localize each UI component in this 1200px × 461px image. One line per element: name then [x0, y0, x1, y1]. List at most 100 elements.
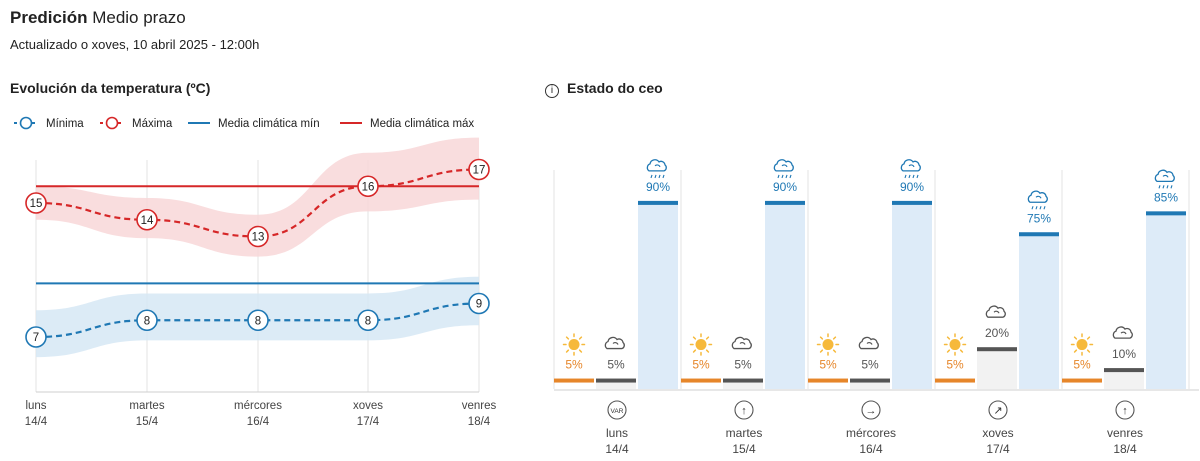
sky-bar: 5%: [935, 333, 975, 383]
point-marker: [357, 309, 379, 332]
rain-drop: [658, 174, 661, 179]
bar-fill: [850, 378, 890, 389]
rain-drop: [650, 174, 653, 179]
rain-drop: [1166, 185, 1169, 189]
cloud-detail: [1035, 195, 1042, 199]
max-point: 13: [247, 225, 269, 248]
bar-value-label: 5%: [1073, 358, 1091, 372]
sky-bar: 5%: [1062, 333, 1102, 383]
x-tick-day: mércores: [234, 400, 282, 412]
sun-ray: [692, 349, 697, 353]
cloud-detail: [654, 164, 661, 168]
cloud-detail: [1120, 331, 1127, 335]
title-main: Predición: [10, 8, 88, 27]
sun-ray: [1086, 336, 1091, 340]
rain-cloud-icon: [773, 159, 794, 179]
sky-bar: 5%: [723, 336, 763, 389]
bar-top: [808, 378, 848, 383]
rain-cloud-icon: [1154, 169, 1175, 189]
cloud-icon: [1112, 326, 1133, 339]
wind-circle: [861, 400, 881, 420]
bar-fill: [596, 378, 636, 389]
data-label: 8: [255, 315, 261, 327]
wind-circle: [607, 400, 627, 420]
bar-top: [596, 378, 636, 383]
rain-drop: [662, 174, 665, 179]
point-marker: [247, 309, 269, 332]
cloud-detail: [993, 310, 1000, 314]
x-tick-day: martes: [129, 400, 164, 412]
bar-top: [850, 378, 890, 383]
bar-value-label: 90%: [646, 180, 670, 194]
rain-drop: [785, 174, 788, 179]
wind-label: ↗: [993, 405, 1002, 417]
point-marker: [136, 208, 158, 231]
legend-item: Media climática máx: [340, 118, 474, 130]
wind-direction-icon: ↗: [988, 400, 1008, 420]
data-label: 8: [365, 315, 371, 327]
sun-icon: [689, 333, 713, 356]
rain-cloud-icon: [900, 159, 921, 179]
data-label: 17: [473, 165, 486, 177]
sky-bar: 5%: [850, 336, 890, 389]
wind-label: VAR: [611, 408, 624, 415]
wind-label: →: [866, 405, 877, 417]
data-label: 13: [252, 232, 265, 244]
sun-ray: [705, 349, 710, 353]
legend-item: Máxima: [100, 116, 173, 130]
sun-core: [568, 339, 580, 351]
cloud-icon: [731, 336, 752, 350]
sky-bar: 90%: [638, 159, 678, 389]
bar-value-label: 5%: [861, 358, 879, 372]
sky-title-text: Estado do ceo: [567, 80, 663, 96]
wind-direction-icon: ↑: [1115, 400, 1135, 420]
x-tick-day: luns: [606, 426, 628, 440]
bar-top: [554, 378, 594, 383]
x-tick-date: 18/4: [1113, 442, 1137, 456]
cloud-detail: [866, 342, 873, 345]
rain-drop: [789, 174, 792, 179]
legend-marker: [105, 116, 119, 130]
max-point: 14: [136, 208, 158, 231]
temp-legend: Mínima Máxima Media climática mín Media cli…: [14, 116, 474, 130]
sky-bar: 90%: [765, 159, 805, 389]
wind-label: ↑: [1122, 405, 1128, 417]
x-tick-day: venres: [462, 400, 497, 412]
sky-section-title: i Estado do ceo: [545, 80, 663, 98]
sun-ray: [959, 349, 964, 353]
bar-value-label: 90%: [900, 180, 924, 194]
bar-value-label: 5%: [565, 358, 583, 372]
legend-label: Media climática máx: [370, 118, 474, 130]
bar-fill: [723, 378, 763, 389]
point-marker: [25, 326, 47, 348]
x-tick-date: 15/4: [136, 416, 159, 428]
x-tick-day: venres: [1107, 426, 1143, 440]
sun-ray: [1073, 349, 1078, 353]
info-icon[interactable]: i: [545, 84, 559, 98]
legend-item: Mínima: [14, 116, 84, 130]
cloud-icon: [604, 336, 625, 350]
sun-ray: [832, 336, 837, 340]
cloud-detail: [781, 164, 788, 168]
max-point: 17: [468, 158, 490, 181]
sun-ray: [819, 336, 824, 340]
bar-value-label: 85%: [1154, 190, 1178, 204]
bar-value-label: 5%: [607, 358, 625, 372]
point-marker: [357, 175, 379, 198]
rain-drop: [908, 174, 911, 179]
sky-day-group: 5% 5% 90% ↑ martes 15/4: [681, 159, 805, 456]
title-sub: Medio prazo: [92, 8, 186, 27]
bar-top: [638, 200, 678, 205]
sky-bar: 10%: [1104, 326, 1144, 389]
bar-value-label: 5%: [734, 358, 752, 372]
sun-ray: [946, 349, 951, 353]
bar-fill: [1104, 368, 1144, 389]
rain-drop: [1035, 206, 1038, 210]
sky-day-group: 5% 10% 85% ↑ venres 18/4: [1062, 169, 1186, 456]
min-point: 9: [468, 292, 490, 315]
min-point: 7: [25, 326, 47, 348]
legend-marker: [19, 116, 33, 130]
rain-cloud-icon: [646, 159, 667, 179]
sky-bar: 75%: [1019, 190, 1059, 389]
sun-ray: [705, 336, 710, 340]
